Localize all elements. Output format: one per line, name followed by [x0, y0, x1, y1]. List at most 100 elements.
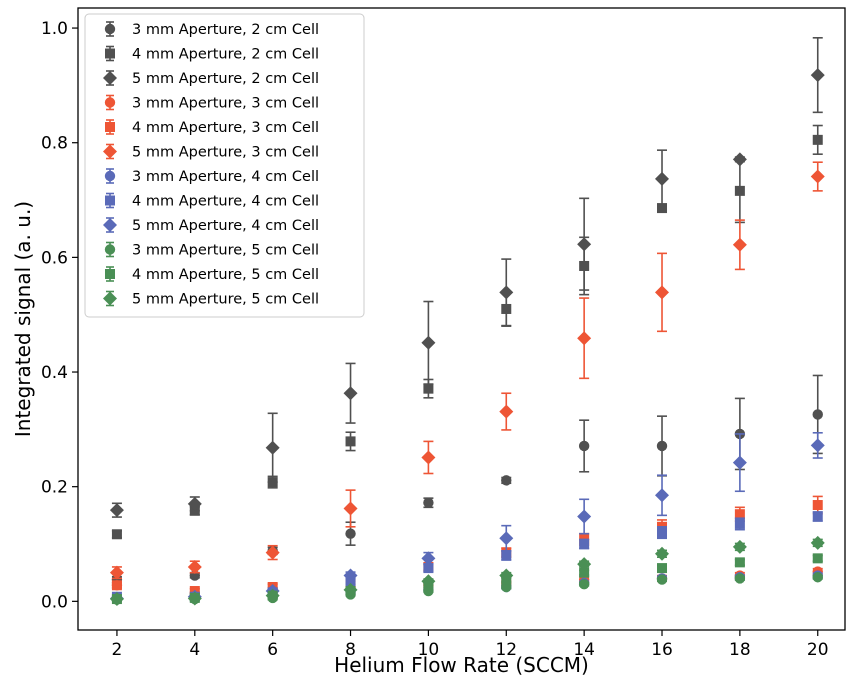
data-point: [499, 531, 514, 546]
x-tick-label: 6: [267, 640, 278, 660]
data-point: [421, 335, 436, 350]
legend-item: 5 mm Aperture, 4 cm Cell: [103, 217, 319, 234]
x-tick-label: 20: [807, 640, 829, 660]
legend-item: 3 mm Aperture, 4 cm Cell: [104, 168, 319, 185]
data-point: [343, 501, 358, 516]
data-point: [657, 563, 668, 574]
data-point: [655, 546, 670, 561]
data-point: [421, 551, 436, 566]
plot-frame: [77, 7, 846, 631]
legend-item: 3 mm Aperture, 5 cm Cell: [104, 241, 319, 259]
data-point: [812, 511, 823, 522]
data-point: [499, 285, 514, 300]
axis-ticks: 2 4 6 8 10 12 14 16 18 20 0.0 0.2 0.4 0.6 0.8 1.0: [41, 19, 829, 660]
legend-label: 5 mm Aperture, 3 cm Cell: [132, 145, 319, 161]
legend-item: 4 mm Aperture, 5 cm Cell: [105, 266, 319, 283]
legend-marker: [105, 122, 115, 132]
legend-item: 3 mm Aperture, 3 cm Cell: [104, 94, 319, 112]
legend-item: 3 mm Aperture, 2 cm Cell: [104, 21, 319, 38]
legend: 3 mm Aperture, 2 cm Cell 4 mm Aperture, 2…: [84, 13, 365, 318]
data-point: [345, 528, 356, 539]
legend-label: 3 mm Aperture, 4 cm Cell: [132, 169, 319, 185]
data-point: [655, 171, 670, 186]
data-point: [810, 535, 825, 550]
legend-label: 5 mm Aperture, 4 cm Cell: [132, 218, 319, 234]
data-point: [810, 169, 825, 184]
data-point: [265, 545, 280, 560]
data-point: [578, 440, 590, 452]
data-point: [423, 383, 434, 394]
legend-marker: [105, 48, 115, 59]
legend-marker: [104, 23, 116, 35]
x-tick-label: 10: [418, 640, 440, 660]
data-point: [732, 152, 747, 167]
legend-label: 3 mm Aperture, 5 cm Cell: [132, 243, 319, 259]
data-point: [111, 580, 122, 591]
data-point: [655, 488, 670, 503]
data-point: [734, 185, 745, 196]
data-point: [734, 557, 745, 568]
x-axis-title: Helium Flow Rate (SCCM): [334, 653, 589, 677]
data-point: [812, 409, 823, 420]
data-point: [656, 574, 668, 585]
series-2: [109, 37, 825, 518]
data-point: [734, 573, 746, 584]
x-tick-label: 4: [189, 640, 200, 660]
x-tick-label: 16: [651, 640, 673, 660]
legend-marker: [103, 144, 117, 159]
data-point: [812, 134, 823, 145]
data-point: [265, 440, 280, 455]
legend-item: 5 mm Aperture, 5 cm Cell: [103, 290, 319, 308]
data-layer: [109, 37, 825, 607]
legend-label: 4 mm Aperture, 2 cm Cell: [132, 47, 319, 63]
data-point: [577, 331, 592, 346]
legend-marker: [103, 291, 117, 306]
data-point: [187, 559, 202, 574]
x-tick-label: 18: [729, 640, 751, 660]
data-point: [812, 500, 823, 511]
data-point: [579, 539, 590, 550]
data-point: [812, 553, 823, 564]
data-point: [111, 529, 122, 540]
data-point: [734, 509, 745, 520]
data-point: [265, 588, 280, 603]
data-point: [109, 565, 124, 580]
legend-item: 4 mm Aperture, 3 cm Cell: [105, 119, 319, 136]
data-point: [423, 497, 434, 508]
y-tick-label: 0.8: [41, 134, 68, 154]
data-point: [423, 563, 434, 574]
data-point: [579, 567, 590, 578]
data-point: [656, 440, 668, 452]
series-5: [109, 161, 825, 580]
legend-marker: [105, 195, 115, 206]
x-tick-label: 12: [495, 640, 517, 660]
data-point: [655, 285, 670, 300]
x-tick-label: 14: [573, 640, 595, 660]
legend-marker: [104, 244, 116, 255]
y-axis-title: Integrated signal (a. u.): [11, 201, 35, 437]
data-point: [421, 450, 436, 465]
data-point: [657, 527, 668, 538]
data-point: [812, 572, 823, 583]
legend-label: 4 mm Aperture, 4 cm Cell: [132, 194, 319, 210]
y-tick-label: 1.0: [41, 19, 68, 39]
data-point: [343, 386, 358, 401]
y-tick-label: 0.0: [41, 592, 68, 612]
x-tick-label: 8: [345, 640, 356, 660]
data-point: [734, 518, 745, 529]
data-point: [577, 557, 592, 572]
legend-label: 4 mm Aperture, 3 cm Cell: [132, 120, 319, 136]
series-11: [109, 535, 825, 607]
y-tick-label: 0.2: [41, 478, 68, 498]
legend-marker: [105, 269, 115, 279]
data-point: [421, 574, 436, 589]
data-point: [109, 503, 124, 518]
data-point: [732, 455, 747, 470]
x-tick-label: 2: [112, 640, 123, 660]
data-point: [577, 237, 592, 252]
legend-marker: [103, 71, 117, 85]
data-point: [810, 438, 825, 453]
legend-item: 5 mm Aperture, 3 cm Cell: [103, 143, 319, 161]
data-point: [810, 68, 825, 83]
legend-label: 5 mm Aperture, 2 cm Cell: [132, 71, 319, 87]
